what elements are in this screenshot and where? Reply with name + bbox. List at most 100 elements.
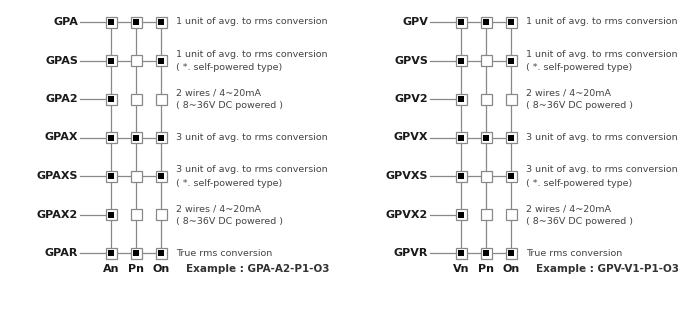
Bar (508, 250, 514, 256)
Bar (480, 170, 491, 181)
Text: 3 unit of avg. to rms conversion: 3 unit of avg. to rms conversion (176, 133, 328, 142)
Text: GPVR: GPVR (393, 248, 428, 258)
Text: GPVX2: GPVX2 (386, 210, 428, 219)
Text: GPA2: GPA2 (46, 94, 78, 104)
Text: Vn: Vn (453, 264, 469, 274)
Text: 1 unit of avg. to rms conversion: 1 unit of avg. to rms conversion (526, 50, 678, 59)
Bar (130, 17, 141, 27)
Text: ( 8~36V DC powered ): ( 8~36V DC powered ) (176, 217, 283, 226)
Bar (505, 132, 517, 143)
Text: An: An (103, 264, 119, 274)
Bar (130, 170, 141, 181)
Bar (480, 17, 491, 27)
Text: 2 wires / 4~20mA: 2 wires / 4~20mA (526, 204, 611, 213)
Bar (106, 209, 116, 220)
Text: ( 8~36V DC powered ): ( 8~36V DC powered ) (176, 102, 283, 111)
Bar (480, 93, 491, 105)
Text: Pn: Pn (478, 264, 494, 274)
Bar (508, 173, 514, 179)
Bar (458, 96, 464, 102)
Text: True rms conversion: True rms conversion (176, 249, 272, 258)
Bar (108, 250, 114, 256)
Bar (458, 250, 464, 256)
Text: ( 8~36V DC powered ): ( 8~36V DC powered ) (526, 217, 633, 226)
Bar (480, 55, 491, 66)
Bar (106, 248, 116, 259)
Text: 1 unit of avg. to rms conversion: 1 unit of avg. to rms conversion (526, 18, 678, 26)
Bar (456, 209, 466, 220)
Bar (158, 19, 164, 25)
Bar (480, 132, 491, 143)
Text: ( *. self-powered type): ( *. self-powered type) (176, 178, 282, 187)
Text: GPV2: GPV2 (394, 94, 428, 104)
Bar (106, 17, 116, 27)
Bar (505, 17, 517, 27)
Text: On: On (153, 264, 169, 274)
Bar (130, 132, 141, 143)
Text: 3 unit of avg. to rms conversion: 3 unit of avg. to rms conversion (526, 166, 678, 174)
Text: GPA: GPA (53, 17, 78, 27)
Bar (456, 248, 466, 259)
Text: 2 wires / 4~20mA: 2 wires / 4~20mA (176, 88, 261, 98)
Bar (108, 19, 114, 25)
Text: 1 unit of avg. to rms conversion: 1 unit of avg. to rms conversion (176, 18, 328, 26)
Bar (456, 132, 466, 143)
Bar (483, 250, 489, 256)
Bar (505, 170, 517, 181)
Bar (456, 17, 466, 27)
Text: ( *. self-powered type): ( *. self-powered type) (526, 178, 632, 187)
Text: 2 wires / 4~20mA: 2 wires / 4~20mA (526, 88, 611, 98)
Text: GPVS: GPVS (394, 56, 428, 66)
Bar (456, 170, 466, 181)
Text: GPAX: GPAX (45, 132, 78, 143)
Bar (483, 19, 489, 25)
Text: Pn: Pn (128, 264, 144, 274)
Bar (155, 132, 167, 143)
Bar (458, 212, 464, 217)
Bar (155, 55, 167, 66)
Bar (508, 19, 514, 25)
Text: Example : GPV-V1-P1-O3: Example : GPV-V1-P1-O3 (536, 264, 679, 274)
Text: 1 unit of avg. to rms conversion: 1 unit of avg. to rms conversion (176, 50, 328, 59)
Text: GPAR: GPAR (45, 248, 78, 258)
Text: GPAXS: GPAXS (36, 171, 78, 181)
Bar (155, 209, 167, 220)
Bar (505, 209, 517, 220)
Bar (155, 170, 167, 181)
Bar (130, 55, 141, 66)
Bar (508, 134, 514, 140)
Bar (458, 134, 464, 140)
Text: 2 wires / 4~20mA: 2 wires / 4~20mA (176, 204, 261, 213)
Text: 3 unit of avg. to rms conversion: 3 unit of avg. to rms conversion (176, 166, 328, 174)
Bar (108, 134, 114, 140)
Bar (106, 55, 116, 66)
Text: ( *. self-powered type): ( *. self-powered type) (526, 63, 632, 72)
Text: GPVXS: GPVXS (386, 171, 428, 181)
Text: ( *. self-powered type): ( *. self-powered type) (176, 63, 282, 72)
Bar (106, 93, 116, 105)
Bar (458, 173, 464, 179)
Bar (155, 93, 167, 105)
Text: ( 8~36V DC powered ): ( 8~36V DC powered ) (526, 102, 633, 111)
Bar (456, 93, 466, 105)
Text: On: On (503, 264, 519, 274)
Bar (456, 55, 466, 66)
Bar (108, 173, 114, 179)
Bar (505, 248, 517, 259)
Bar (130, 93, 141, 105)
Bar (158, 58, 164, 64)
Bar (155, 248, 167, 259)
Bar (158, 173, 164, 179)
Bar (106, 132, 116, 143)
Bar (133, 250, 139, 256)
Bar (158, 250, 164, 256)
Bar (133, 19, 139, 25)
Bar (106, 170, 116, 181)
Text: True rms conversion: True rms conversion (526, 249, 622, 258)
Bar (480, 209, 491, 220)
Bar (480, 248, 491, 259)
Bar (133, 134, 139, 140)
Bar (483, 134, 489, 140)
Bar (505, 55, 517, 66)
Text: GPV: GPV (402, 17, 428, 27)
